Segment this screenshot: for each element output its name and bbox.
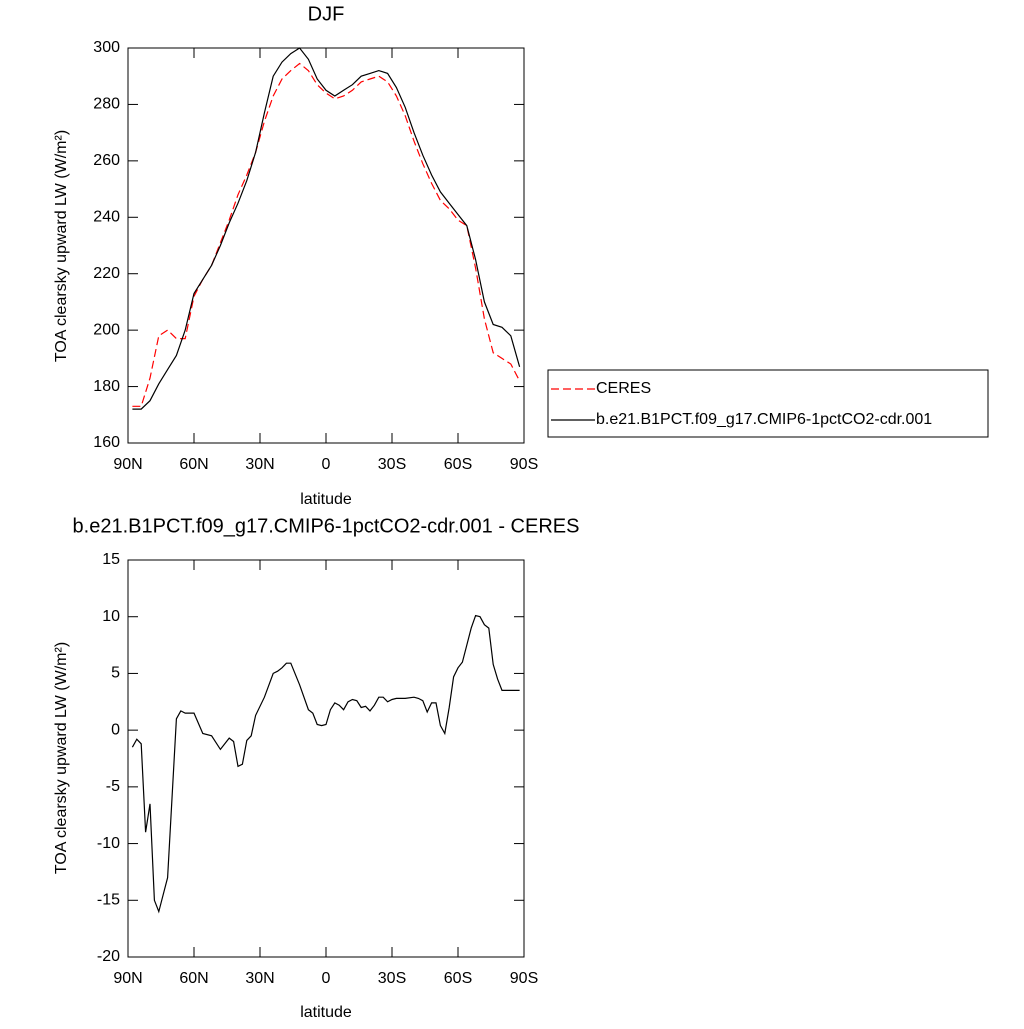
x-tick-label: 30N (245, 970, 274, 987)
y-tick-label: 220 (93, 265, 120, 282)
y-tick-label: -20 (97, 948, 120, 965)
plot-frame (127, 47, 525, 444)
x-tick-label: 90S (510, 970, 538, 987)
x-tick-label: 0 (322, 970, 331, 987)
series-line (131, 614, 520, 914)
y-tick-label: -10 (97, 835, 120, 852)
y-tick-label: 10 (102, 608, 120, 625)
x-tick-label: 60S (444, 456, 472, 473)
x-tick-label: 90N (113, 970, 142, 987)
y-tick-label: 180 (93, 378, 120, 395)
legend-box (547, 369, 989, 438)
y-axis-label: TOA clearsky upward LW (W/m²) (53, 130, 70, 362)
series-line (132, 62, 521, 407)
x-tick-label: 60N (179, 456, 208, 473)
y-tick-label: 5 (111, 665, 120, 682)
chart-title: b.e21.B1PCT.f09_g17.CMIP6-1pctCO2-cdr.00… (73, 515, 580, 537)
y-tick-label: 200 (93, 321, 120, 338)
y-tick-label: 260 (93, 152, 120, 169)
y-tick-label: 15 (102, 551, 120, 568)
x-axis-label: latitude (300, 491, 352, 508)
x-axis-label: latitude (300, 1004, 352, 1021)
x-tick-label: 30S (378, 970, 406, 987)
y-tick-label: 0 (111, 721, 120, 738)
y-tick-label: -15 (97, 892, 120, 909)
y-tick-label: 240 (93, 209, 120, 226)
x-tick-label: 0 (322, 456, 331, 473)
x-tick-label: 60N (179, 970, 208, 987)
legend-label: b.e21.B1PCT.f09_g17.CMIP6-1pctCO2-cdr.00… (596, 411, 932, 428)
x-tick-label: 30N (245, 456, 274, 473)
series-line (132, 47, 521, 410)
x-tick-label: 30S (378, 456, 406, 473)
y-tick-label: 160 (93, 434, 120, 451)
plot-frame (127, 559, 525, 958)
x-tick-label: 90N (113, 456, 142, 473)
x-tick-label: 60S (444, 970, 472, 987)
y-tick-label: 300 (93, 39, 120, 56)
x-tick-label: 90S (510, 456, 538, 473)
y-axis-label: TOA clearsky upward LW (W/m²) (53, 642, 70, 874)
y-tick-label: 280 (93, 96, 120, 113)
legend-label: CERES (596, 380, 651, 397)
y-tick-label: -5 (106, 778, 120, 795)
chart-title: DJF (308, 3, 345, 25)
